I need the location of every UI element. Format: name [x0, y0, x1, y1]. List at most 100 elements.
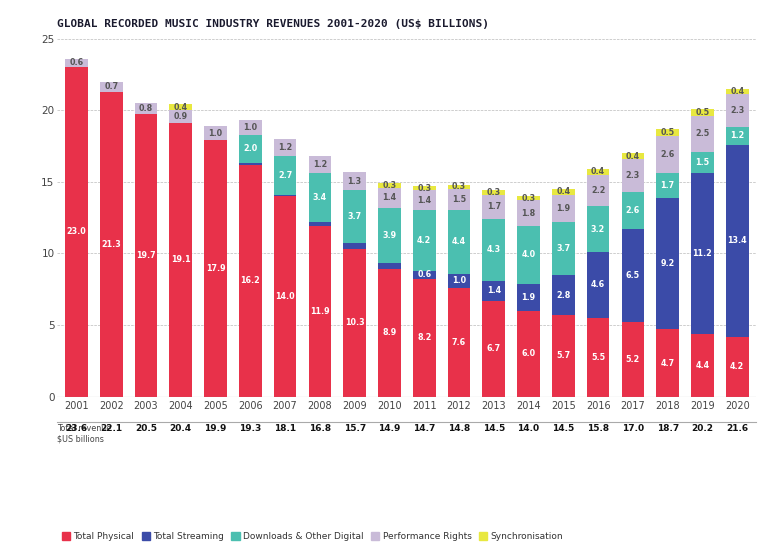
- Text: 0.7: 0.7: [104, 82, 118, 91]
- Bar: [552, 275, 575, 315]
- Bar: [239, 165, 261, 397]
- Text: 11.9: 11.9: [310, 307, 330, 316]
- Bar: [343, 249, 366, 397]
- Text: 17.0: 17.0: [622, 424, 644, 433]
- Text: 0.5: 0.5: [661, 128, 675, 137]
- Text: 14.5: 14.5: [552, 424, 575, 433]
- Bar: [378, 263, 401, 269]
- Text: 21.3: 21.3: [102, 240, 121, 249]
- Bar: [378, 208, 401, 263]
- Bar: [656, 173, 679, 198]
- Text: 2.6: 2.6: [661, 150, 675, 159]
- Text: 1.2: 1.2: [278, 143, 292, 152]
- Bar: [309, 156, 331, 173]
- Text: 0.9: 0.9: [173, 112, 188, 121]
- Bar: [656, 136, 679, 173]
- Text: 14.7: 14.7: [413, 424, 435, 433]
- Text: 22.1: 22.1: [100, 424, 122, 433]
- Bar: [413, 271, 435, 279]
- Bar: [100, 82, 122, 91]
- Text: 1.7: 1.7: [487, 202, 501, 212]
- Bar: [448, 273, 471, 288]
- Bar: [378, 269, 401, 397]
- Text: 0.3: 0.3: [487, 188, 501, 197]
- Text: 11.2: 11.2: [693, 249, 712, 258]
- Bar: [274, 156, 296, 195]
- Bar: [274, 195, 296, 196]
- Text: 2.3: 2.3: [626, 171, 640, 180]
- Text: 13.4: 13.4: [727, 236, 747, 245]
- Text: Total revenue
$US billions: Total revenue $US billions: [57, 424, 112, 444]
- Text: 0.4: 0.4: [730, 87, 744, 96]
- Legend: Total Physical, Total Streaming, Downloads & Other Digital, Performance Rights, : Total Physical, Total Streaming, Downloa…: [62, 532, 563, 541]
- Bar: [448, 185, 471, 189]
- Text: 2.7: 2.7: [278, 171, 292, 180]
- Text: 1.4: 1.4: [487, 286, 501, 295]
- Text: 19.7: 19.7: [136, 251, 156, 260]
- Bar: [343, 172, 366, 191]
- Text: 0.3: 0.3: [382, 181, 397, 190]
- Text: 0.3: 0.3: [417, 184, 432, 193]
- Text: 8.9: 8.9: [382, 328, 397, 337]
- Text: 1.9: 1.9: [522, 293, 536, 301]
- Text: 1.7: 1.7: [661, 181, 675, 190]
- Bar: [239, 163, 261, 165]
- Text: 20.2: 20.2: [691, 424, 714, 433]
- Text: 1.3: 1.3: [348, 177, 361, 186]
- Text: 4.0: 4.0: [522, 250, 536, 260]
- Text: 14.9: 14.9: [378, 424, 400, 433]
- Bar: [726, 127, 749, 144]
- Text: 7.6: 7.6: [452, 338, 466, 347]
- Bar: [413, 210, 435, 271]
- Bar: [413, 186, 435, 191]
- Text: 10.3: 10.3: [345, 318, 364, 327]
- Text: 21.6: 21.6: [726, 424, 748, 433]
- Bar: [726, 337, 749, 397]
- Bar: [656, 129, 679, 136]
- Text: 3.4: 3.4: [312, 193, 327, 202]
- Text: 20.5: 20.5: [135, 424, 157, 433]
- Text: 2.5: 2.5: [695, 129, 710, 138]
- Bar: [622, 322, 644, 397]
- Bar: [239, 134, 261, 163]
- Bar: [587, 252, 610, 318]
- Bar: [274, 196, 296, 397]
- Text: 18.7: 18.7: [656, 424, 678, 433]
- Text: 5.7: 5.7: [556, 352, 571, 360]
- Bar: [343, 191, 366, 244]
- Bar: [552, 189, 575, 195]
- Text: 4.7: 4.7: [661, 359, 675, 368]
- Bar: [656, 198, 679, 329]
- Text: 6.0: 6.0: [522, 349, 536, 358]
- Bar: [448, 210, 471, 273]
- Bar: [726, 89, 749, 94]
- Bar: [691, 152, 714, 173]
- Bar: [726, 144, 749, 337]
- Bar: [587, 206, 610, 252]
- Text: 6.5: 6.5: [626, 271, 640, 280]
- Text: 1.4: 1.4: [417, 196, 432, 205]
- Bar: [587, 169, 610, 175]
- Bar: [448, 288, 471, 397]
- Text: 14.0: 14.0: [517, 424, 539, 433]
- Bar: [691, 109, 714, 116]
- Text: 1.9: 1.9: [556, 204, 571, 213]
- Text: 14.8: 14.8: [448, 424, 470, 433]
- Bar: [309, 226, 331, 397]
- Text: 4.4: 4.4: [695, 361, 710, 370]
- Bar: [413, 191, 435, 210]
- Text: 16.2: 16.2: [241, 276, 261, 285]
- Bar: [691, 116, 714, 152]
- Bar: [483, 191, 505, 195]
- Text: 15.7: 15.7: [344, 424, 366, 433]
- Text: 1.5: 1.5: [452, 195, 466, 204]
- Text: 3.9: 3.9: [382, 231, 397, 240]
- Text: 1.2: 1.2: [730, 132, 744, 141]
- Bar: [134, 115, 157, 397]
- Text: 0.4: 0.4: [626, 152, 640, 160]
- Text: 2.0: 2.0: [243, 144, 257, 153]
- Bar: [170, 105, 192, 110]
- Text: 1.0: 1.0: [243, 123, 257, 132]
- Text: 18.1: 18.1: [274, 424, 296, 433]
- Text: 9.2: 9.2: [661, 259, 675, 268]
